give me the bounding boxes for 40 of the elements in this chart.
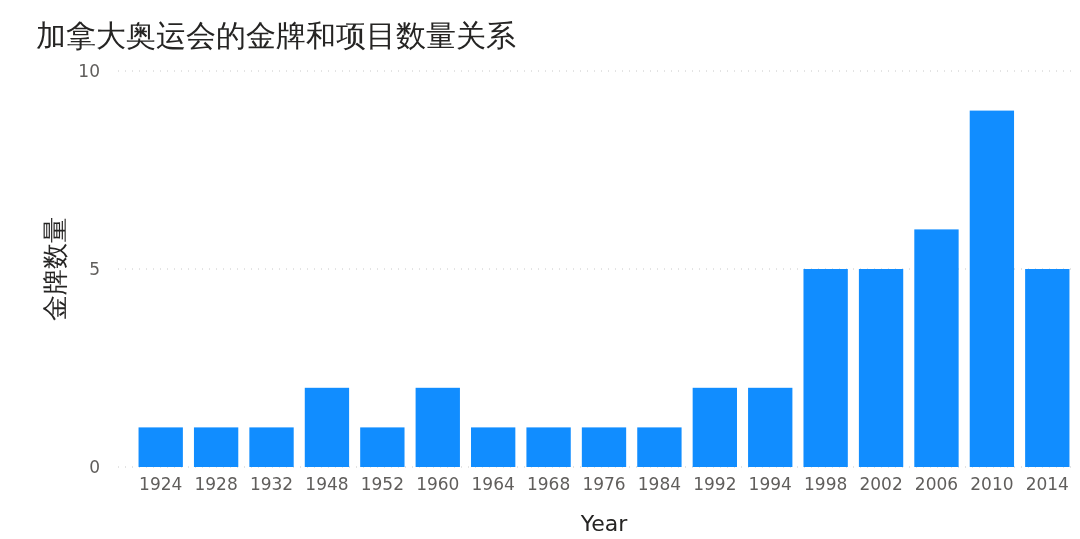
x-tick-label: 1948 bbox=[305, 474, 349, 495]
bar bbox=[748, 387, 793, 467]
x-tick-label: 1994 bbox=[748, 474, 792, 495]
x-tick-label: 1976 bbox=[582, 474, 626, 495]
x-tick-label: 1964 bbox=[471, 474, 515, 495]
bar bbox=[969, 110, 1015, 467]
x-tick-label: 1960 bbox=[416, 474, 460, 495]
bar bbox=[858, 269, 904, 467]
x-tick-label: 2010 bbox=[970, 474, 1014, 495]
bar bbox=[193, 427, 239, 467]
bar bbox=[304, 387, 350, 467]
x-tick-label: 2006 bbox=[914, 474, 959, 495]
bar bbox=[914, 229, 959, 467]
x-tick-label: 1992 bbox=[693, 474, 737, 495]
x-tick-label: 2002 bbox=[859, 474, 903, 495]
bar bbox=[526, 427, 571, 467]
bar bbox=[1025, 269, 1070, 467]
x-tick-label: 1984 bbox=[637, 474, 682, 495]
bar bbox=[692, 387, 737, 467]
y-tick-label: 0 bbox=[89, 456, 100, 477]
bar bbox=[637, 427, 682, 467]
x-tick-label: 1932 bbox=[249, 474, 294, 495]
bar bbox=[138, 427, 183, 467]
x-tick-label: 1998 bbox=[804, 474, 848, 495]
y-tick-label: 10 bbox=[78, 60, 100, 81]
x-tick-label: 1952 bbox=[360, 474, 404, 495]
bar bbox=[581, 427, 627, 467]
bar bbox=[471, 427, 516, 467]
bar bbox=[415, 387, 460, 467]
x-axis-title: Year bbox=[579, 511, 629, 536]
y-axis-title: 金牌数量 bbox=[40, 217, 70, 321]
y-tick-label: 5 bbox=[89, 258, 100, 279]
bar bbox=[360, 427, 405, 467]
x-tick-label: 1928 bbox=[194, 474, 238, 495]
x-tick-label: 1968 bbox=[526, 474, 571, 495]
x-tick-label: 1924 bbox=[139, 474, 183, 495]
x-tick-label: 2014 bbox=[1025, 474, 1069, 495]
chart-title: 加拿大奥运会的金牌和项目数量关系 bbox=[36, 18, 516, 53]
bar bbox=[803, 269, 848, 467]
bar bbox=[249, 427, 294, 467]
